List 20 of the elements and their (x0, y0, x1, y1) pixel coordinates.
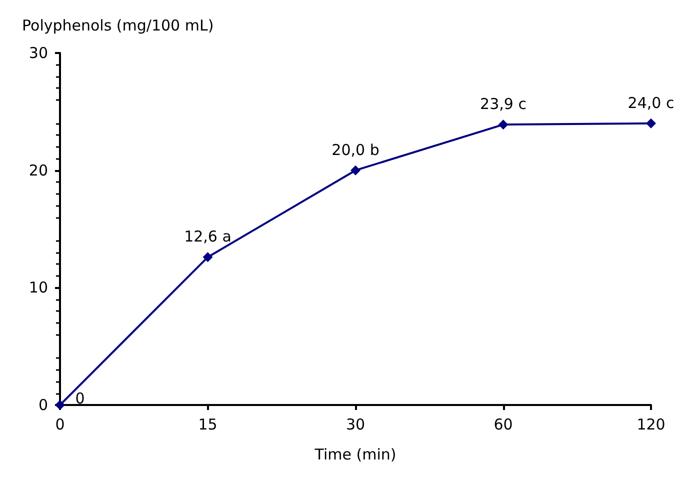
x-tick-label: 0 (55, 416, 65, 434)
data-label: 24,0 c (628, 94, 674, 112)
x-tick-label: 60 (494, 416, 513, 434)
data-label: 0 (75, 390, 85, 408)
point (498, 120, 508, 130)
y-axis-title: Polyphenols (mg/100 mL) (22, 16, 214, 34)
x-tick-label: 30 (346, 416, 366, 434)
point (646, 118, 656, 128)
y-tick-label: 10 (28, 278, 48, 297)
point (350, 165, 360, 176)
y-tick-label: 20 (28, 161, 48, 180)
x-tick-label: 120 (636, 416, 666, 434)
data-label: 23,9 c (480, 95, 526, 114)
data-label: 20,0 b (332, 140, 380, 159)
y-tick-label: 30 (28, 44, 48, 62)
point (202, 252, 213, 262)
x-tick-label: 15 (198, 416, 218, 434)
y-tick-label: 0 (38, 396, 48, 414)
data-label: 12,6 a (184, 228, 232, 246)
x-axis-title: Time (min) (314, 446, 396, 464)
